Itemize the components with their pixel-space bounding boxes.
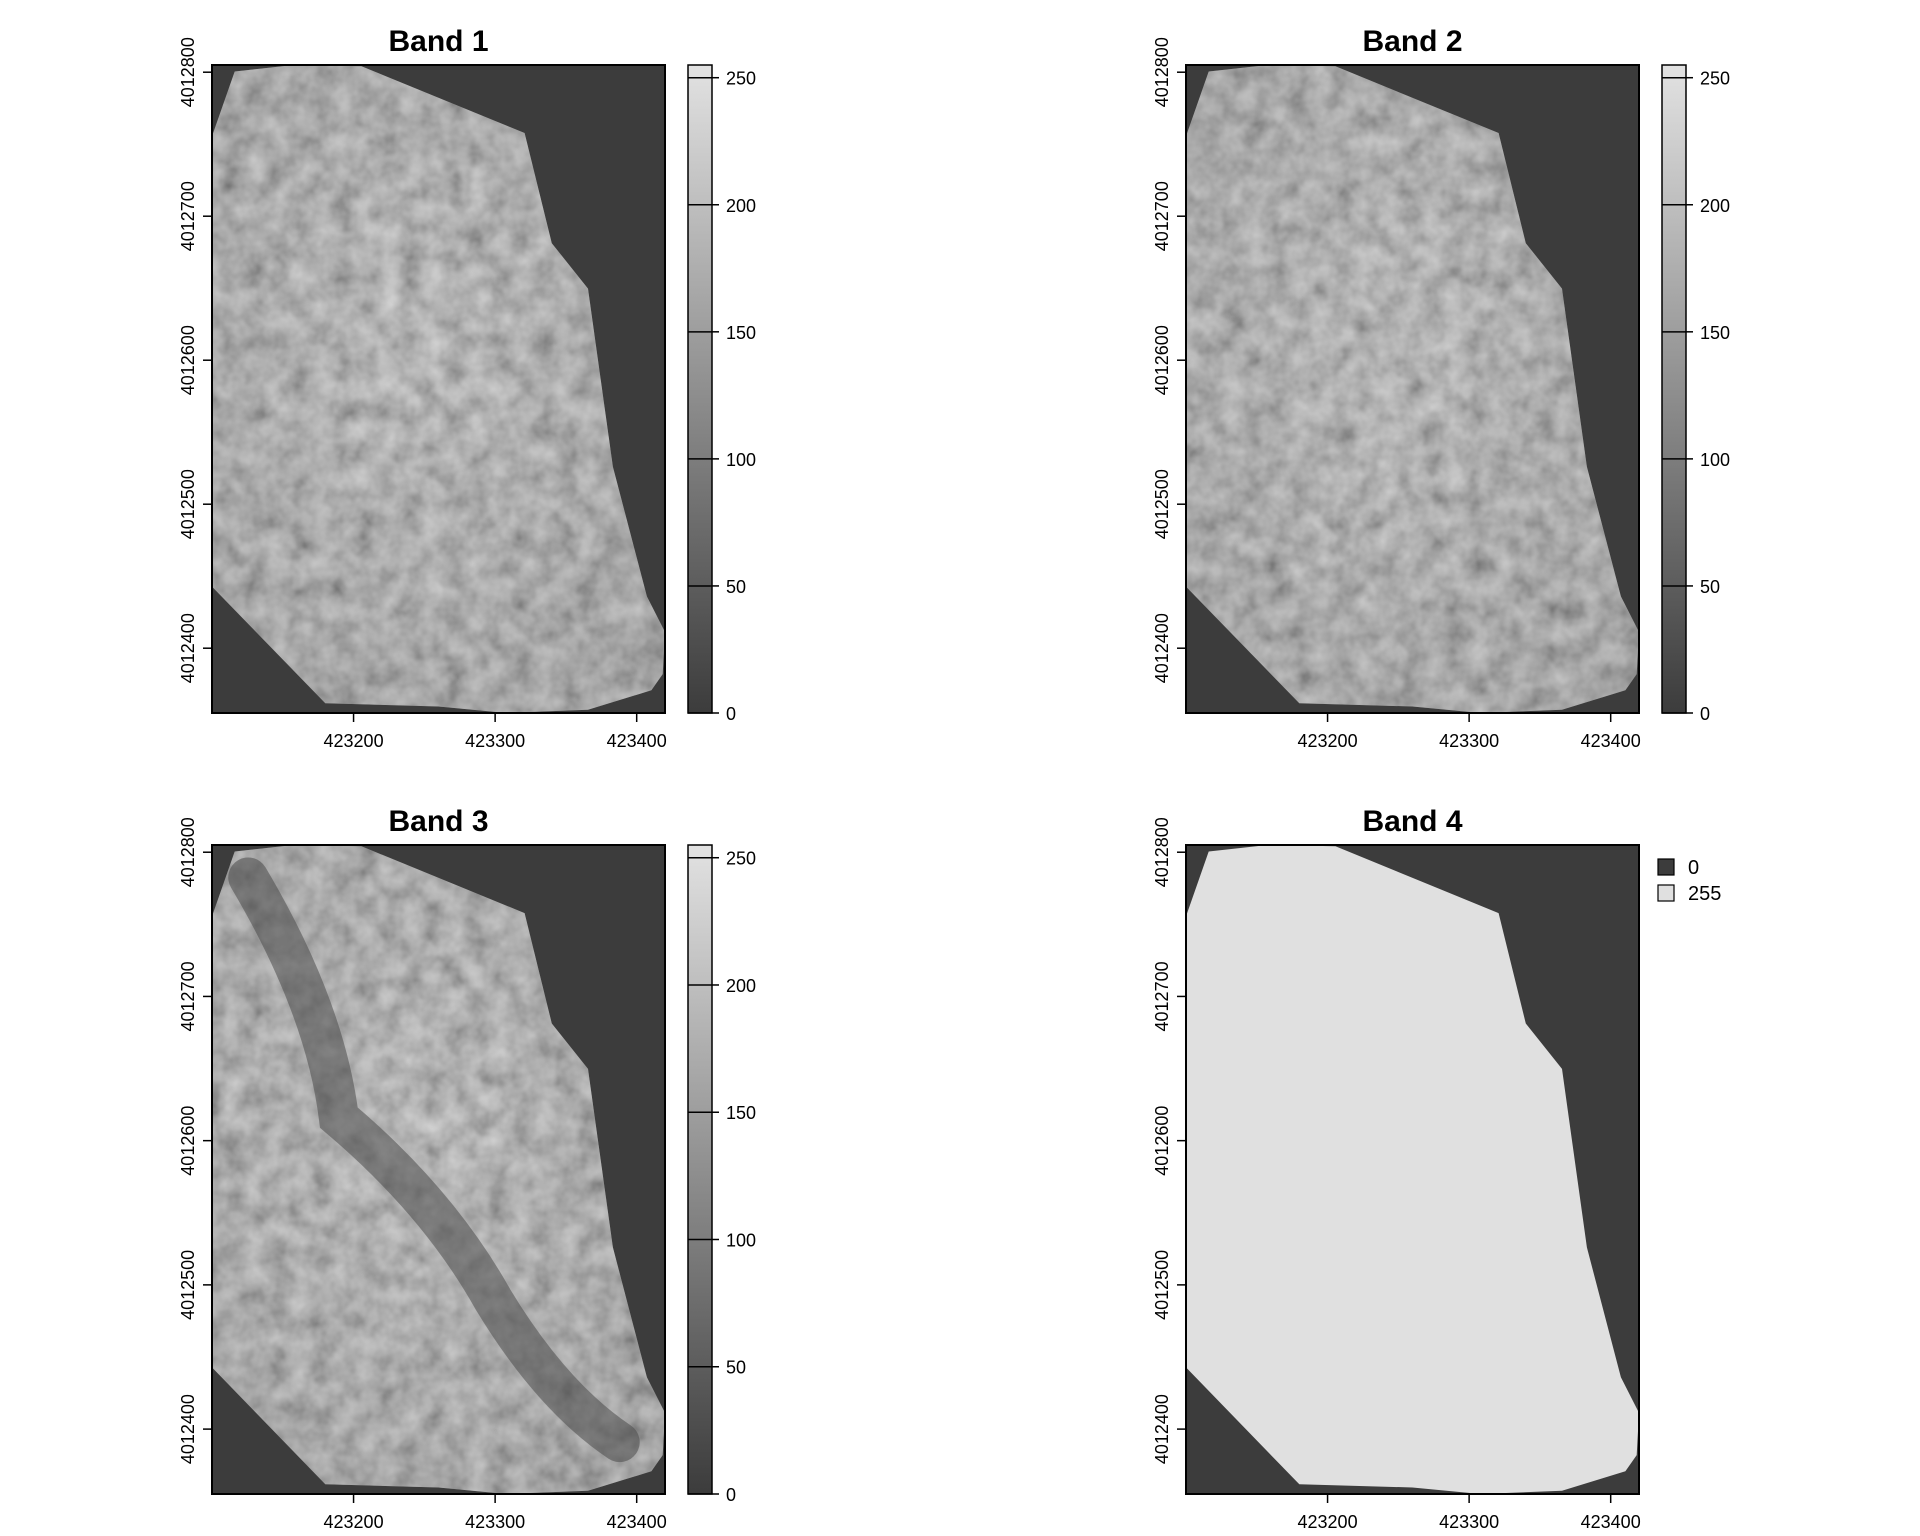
y-tick-label: 4012600 <box>1152 1106 1172 1176</box>
colorbar <box>687 64 713 714</box>
legend-swatch <box>1657 858 1675 876</box>
y-tick-label: 4012400 <box>178 1394 198 1464</box>
x-tick-label: 423400 <box>1581 1512 1641 1532</box>
plot-frame <box>211 64 666 714</box>
plot-frame <box>211 844 666 1495</box>
panel-title: Band 1 <box>388 25 488 58</box>
colorbar-tick-label: 250 <box>726 849 756 869</box>
y-tick-label: 4012500 <box>1152 469 1172 539</box>
y-tick-label: 4012500 <box>178 1250 198 1320</box>
panel-title: Band 4 <box>1362 805 1462 838</box>
colorbar-tick-label: 100 <box>726 1230 756 1250</box>
y-tick-label: 4012400 <box>1152 1394 1172 1464</box>
panel-band-1: Band 1 423200 423300 423400 4012400 4012500 40… <box>178 25 756 751</box>
y-tick-label: 4012800 <box>178 37 198 107</box>
y-tick-label: 4012700 <box>178 961 198 1031</box>
channel-feature <box>228 857 640 1463</box>
legend-swatch <box>1657 884 1675 902</box>
colorbar-tick-label: 0 <box>726 704 736 724</box>
y-tick-label: 4012800 <box>1152 37 1172 107</box>
x-tick-label: 423200 <box>324 1512 384 1532</box>
x-tick-label: 423200 <box>1298 731 1358 751</box>
colorbar-tick-label: 50 <box>1700 577 1720 597</box>
y-tick-label: 4012400 <box>1152 613 1172 683</box>
colorbar-tick-label: 0 <box>726 1485 736 1505</box>
legend-label: 0 <box>1688 857 1699 879</box>
x-tick-label: 423400 <box>607 1512 667 1532</box>
plot-frame <box>1185 64 1640 714</box>
colorbar-tick-label: 250 <box>726 69 756 89</box>
y-tick-label: 4012700 <box>1152 961 1172 1031</box>
x-tick-label: 423300 <box>1439 1512 1499 1532</box>
x-tick-label: 423300 <box>465 731 525 751</box>
panel-band-3: Band 3 423200 423300 423400 4012400 4012500 40… <box>178 805 756 1532</box>
x-tick-label: 423400 <box>1581 731 1641 751</box>
colorbar-tick-label: 50 <box>726 577 746 597</box>
colorbar <box>687 844 713 1495</box>
y-tick-label: 4012400 <box>178 613 198 683</box>
colorbar-tick-label: 50 <box>726 1358 746 1378</box>
colorbar-tick-label: 0 <box>1700 704 1710 724</box>
colorbar-tick-label: 150 <box>1700 323 1730 343</box>
x-tick-label: 423300 <box>1439 731 1499 751</box>
y-tick-label: 4012600 <box>178 325 198 395</box>
panel-band-2: Band 2 423200 423300 423400 4012400 4012500 40… <box>1152 25 1730 751</box>
colorbar-tick-label: 100 <box>726 450 756 470</box>
colorbar-tick-label: 200 <box>726 196 756 216</box>
colorbar-tick-label: 200 <box>726 976 756 996</box>
y-tick-label: 4012600 <box>178 1106 198 1176</box>
panel-band-4: Band 4 423200 423300 423400 4012400 4012500 40… <box>1152 805 1721 1532</box>
x-tick-label: 423300 <box>465 1512 525 1532</box>
colorbar-tick-label: 200 <box>1700 196 1730 216</box>
y-tick-label: 4012500 <box>178 469 198 539</box>
colorbar <box>1661 64 1687 714</box>
valid-data-mask <box>1186 845 1639 1494</box>
panel-title: Band 2 <box>1362 25 1462 58</box>
x-tick-label: 423400 <box>607 731 667 751</box>
y-tick-label: 4012800 <box>1152 817 1172 887</box>
y-tick-label: 4012800 <box>178 817 198 887</box>
colorbar-tick-label: 150 <box>726 323 756 343</box>
x-tick-label: 423200 <box>1298 1512 1358 1532</box>
panel-title: Band 3 <box>388 805 488 838</box>
x-tick-label: 423200 <box>324 731 384 751</box>
colorbar-tick-label: 100 <box>1700 450 1730 470</box>
plot-frame <box>1185 844 1640 1495</box>
y-tick-label: 4012500 <box>1152 1250 1172 1320</box>
y-tick-label: 4012700 <box>178 181 198 251</box>
legend-label: 255 <box>1688 883 1721 905</box>
y-tick-label: 4012700 <box>1152 181 1172 251</box>
colorbar-tick-label: 150 <box>726 1103 756 1123</box>
colorbar-tick-label: 250 <box>1700 69 1730 89</box>
y-tick-label: 4012600 <box>1152 325 1172 395</box>
